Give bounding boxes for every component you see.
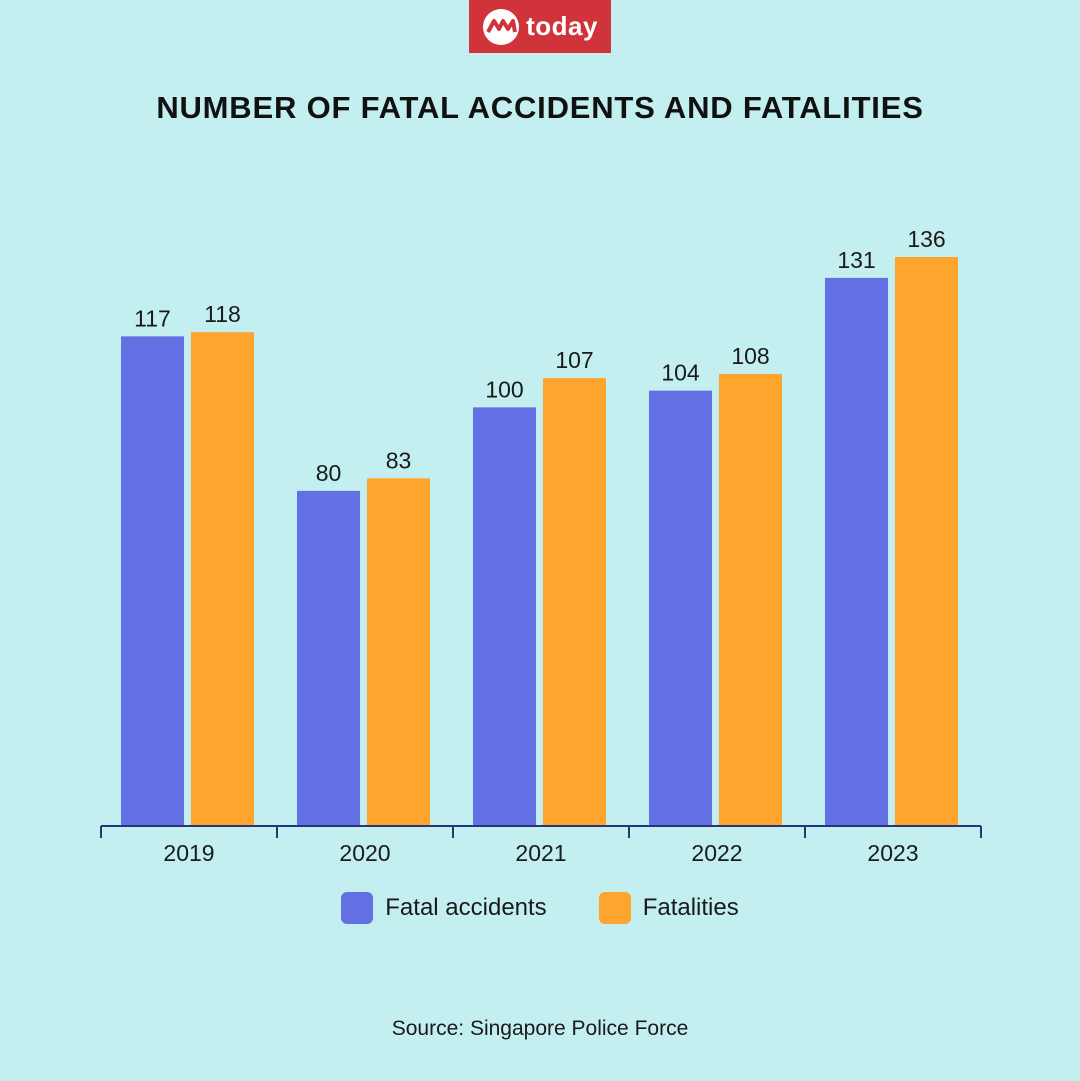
legend-item-fatalities: Fatalities <box>598 892 739 924</box>
data-label-fatal-accidents-2021: 100 <box>485 376 523 402</box>
legend-swatch-fatalities <box>598 892 631 924</box>
logo-text: today <box>526 11 598 41</box>
legend-item-fatal-accidents: Fatal accidents <box>341 892 547 924</box>
bar-fatal-accidents-2023 <box>825 277 888 826</box>
legend-swatch-fatal-accidents <box>341 892 374 924</box>
data-label-fatalities-2023: 136 <box>907 226 945 252</box>
bar-fatal-accidents-2021 <box>473 407 536 825</box>
data-label-fatal-accidents-2022: 104 <box>661 360 700 386</box>
today-logo-icon <box>483 8 520 45</box>
data-label-fatalities-2022: 108 <box>731 343 769 369</box>
data-label-fatal-accidents-2020: 80 <box>316 460 342 486</box>
data-label-fatalities-2019: 118 <box>204 301 241 327</box>
legend-label-fatalities: Fatalities <box>642 894 739 921</box>
x-tick-label-2020: 2020 <box>339 840 390 866</box>
bar-fatalities-2021 <box>543 378 606 825</box>
data-label-fatal-accidents-2023: 131 <box>837 247 875 273</box>
x-tick-label-2021: 2021 <box>515 840 566 866</box>
data-label-fatalities-2021: 107 <box>555 347 593 373</box>
data-label-fatalities-2020: 83 <box>386 447 412 473</box>
legend-label-fatal-accidents: Fatal accidents <box>385 894 547 921</box>
bar-fatalities-2023 <box>895 257 958 825</box>
bar-fatal-accidents-2019 <box>121 336 184 825</box>
data-label-fatal-accidents-2019: 117 <box>134 305 171 331</box>
x-tick-label-2019: 2019 <box>163 840 214 866</box>
chart-title: NUMBER OF FATAL ACCIDENTS AND FATALITIES <box>156 90 924 125</box>
legend: Fatal accidents Fatalities <box>0 892 1080 924</box>
x-tick-label-2022: 2022 <box>691 840 742 866</box>
bar-fatalities-2020 <box>367 478 430 825</box>
bar-fatal-accidents-2020 <box>297 490 360 825</box>
bar-fatal-accidents-2022 <box>649 390 712 825</box>
today-logo: today <box>469 0 611 53</box>
bar-fatalities-2019 <box>191 332 254 825</box>
x-tick-label-2023: 2023 <box>867 840 918 866</box>
bar-fatalities-2022 <box>719 373 782 825</box>
source-note: Source: Singapore Police Force <box>391 1017 689 1040</box>
